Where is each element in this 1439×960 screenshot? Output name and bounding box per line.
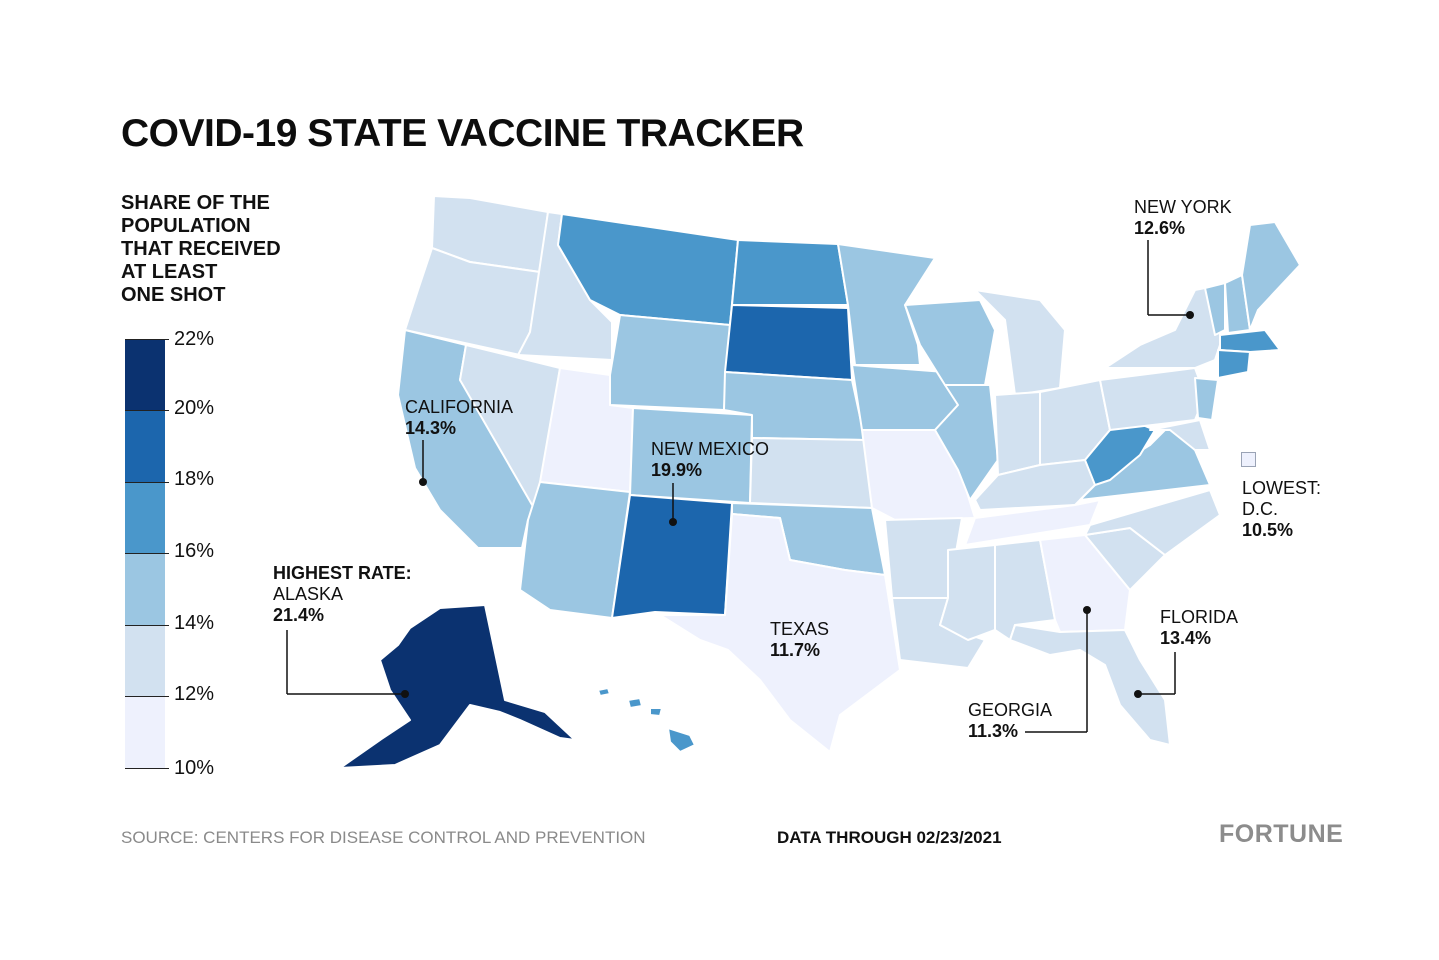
legend-title-line: AT LEAST: [121, 261, 218, 283]
legend-tick: [125, 410, 169, 411]
callout-dot-georgia: [1083, 606, 1091, 614]
state-wyoming: [609, 314, 731, 411]
legend-swatch-14-16: [125, 553, 165, 625]
callout-texas: TEXAS 11.7%: [770, 619, 829, 661]
state-massachusetts: [1219, 329, 1281, 353]
legend-title-line: POPULATION: [121, 215, 251, 237]
state-indiana: [994, 391, 1041, 476]
callout-value: 13.4%: [1160, 628, 1212, 648]
legend-tick: [125, 553, 169, 554]
state-tennessee: [964, 499, 1101, 546]
callout-name: GEORGIA: [968, 700, 1053, 720]
state-new-mexico: [611, 494, 733, 619]
chart-title: COVID-19 STATE VACCINE TRACKER: [121, 112, 804, 155]
callout-california: CALIFORNIA 14.3%: [405, 397, 513, 439]
data-through-note: DATA THROUGH 02/23/2021: [777, 828, 1002, 847]
callout-value: 21.4%: [273, 605, 325, 625]
legend-swatch-12-14: [125, 625, 165, 696]
callout-dot-florida: [1134, 690, 1142, 698]
state-minnesota: [837, 243, 936, 366]
legend-swatch-16-18: [125, 482, 165, 553]
legend-tick: [125, 339, 169, 340]
callout-value: 10.5%: [1242, 520, 1294, 540]
legend-tick: [125, 696, 169, 697]
legend-tick-label: 20%: [174, 397, 215, 419]
state-new-jersey: [1194, 377, 1219, 421]
state-vermont: [1204, 282, 1226, 336]
legend-tick: [125, 768, 169, 769]
callout-value: 11.7%: [770, 640, 821, 660]
callout-name: TEXAS: [770, 619, 830, 639]
callout-name: CALIFORNIA: [405, 397, 514, 417]
legend-tick-label: 22%: [174, 328, 215, 350]
callout-dot-alaska: [401, 690, 409, 698]
source-note: SOURCE: CENTERS FOR DISEASE CONTROL AND …: [121, 828, 646, 847]
legend-title-line: SHARE OF THE: [121, 192, 270, 214]
state-south-dakota: [724, 304, 853, 381]
callout-new-york: NEW YORK 12.6%: [1134, 197, 1232, 239]
state-hawaii: [597, 687, 696, 753]
callout-dot-new-mexico: [669, 518, 677, 526]
callout-highlight-label: LOWEST:: [1242, 478, 1322, 498]
dc-swatch: [1241, 452, 1256, 467]
legend-tick-label: 16%: [174, 540, 215, 562]
state-maine: [1241, 221, 1301, 331]
legend-swatch-20-22: [125, 339, 165, 410]
legend-title-line: ONE SHOT: [121, 284, 226, 306]
legend-swatch-10-12: [125, 696, 165, 768]
callout-name: ALASKA: [273, 584, 344, 604]
callout-dc: LOWEST: D.C. 10.5%: [1242, 478, 1321, 541]
state-texas: [659, 513, 901, 753]
state-illinois: [934, 384, 999, 501]
legend-swatch-18-20: [125, 410, 165, 482]
legend-tick: [125, 625, 169, 626]
callout-name: FLORIDA: [1160, 607, 1239, 627]
callout-highlight-label: HIGHEST RATE:: [273, 563, 412, 583]
state-maryland: [1149, 419, 1211, 451]
callout-dot-new-york: [1186, 311, 1194, 319]
state-north-carolina: [1084, 489, 1221, 556]
callout-name: NEW YORK: [1134, 197, 1232, 217]
state-connecticut: [1217, 349, 1251, 379]
legend-tick-label: 18%: [174, 468, 215, 490]
legend-title: SHARE OF THE POPULATION THAT RECEIVED AT…: [121, 192, 311, 307]
legend-title-line: THAT RECEIVED: [121, 238, 281, 260]
state-pennsylvania: [1099, 367, 1206, 431]
callout-value: 19.9%: [651, 460, 703, 480]
state-arizona: [519, 481, 631, 619]
callout-dot-california: [419, 478, 427, 486]
callout-value: 14.3%: [405, 418, 457, 438]
callout-value: 11.3%: [968, 721, 1019, 741]
fortune-logo: FORTUNE: [1219, 820, 1344, 848]
state-alaska: [339, 604, 576, 769]
callout-florida: FLORIDA 13.4%: [1160, 607, 1238, 649]
state-florida: [1009, 624, 1171, 746]
state-mississippi: [939, 544, 996, 641]
callout-name: D.C.: [1242, 499, 1278, 519]
callout-georgia: GEORGIA 11.3%: [968, 700, 1052, 742]
callout-new-mexico: NEW MEXICO 19.9%: [651, 439, 769, 481]
legend-tick-label: 10%: [174, 757, 215, 779]
callout-value: 12.6%: [1134, 218, 1186, 238]
callout-alaska: HIGHEST RATE: ALASKA 21.4%: [273, 563, 412, 626]
callout-name: NEW MEXICO: [651, 439, 770, 459]
legend-tick: [125, 482, 169, 483]
state-north-dakota: [731, 239, 849, 306]
legend-tick-label: 12%: [174, 683, 215, 705]
state-new-york: [1104, 284, 1221, 369]
legend-tick-label: 14%: [174, 612, 215, 634]
